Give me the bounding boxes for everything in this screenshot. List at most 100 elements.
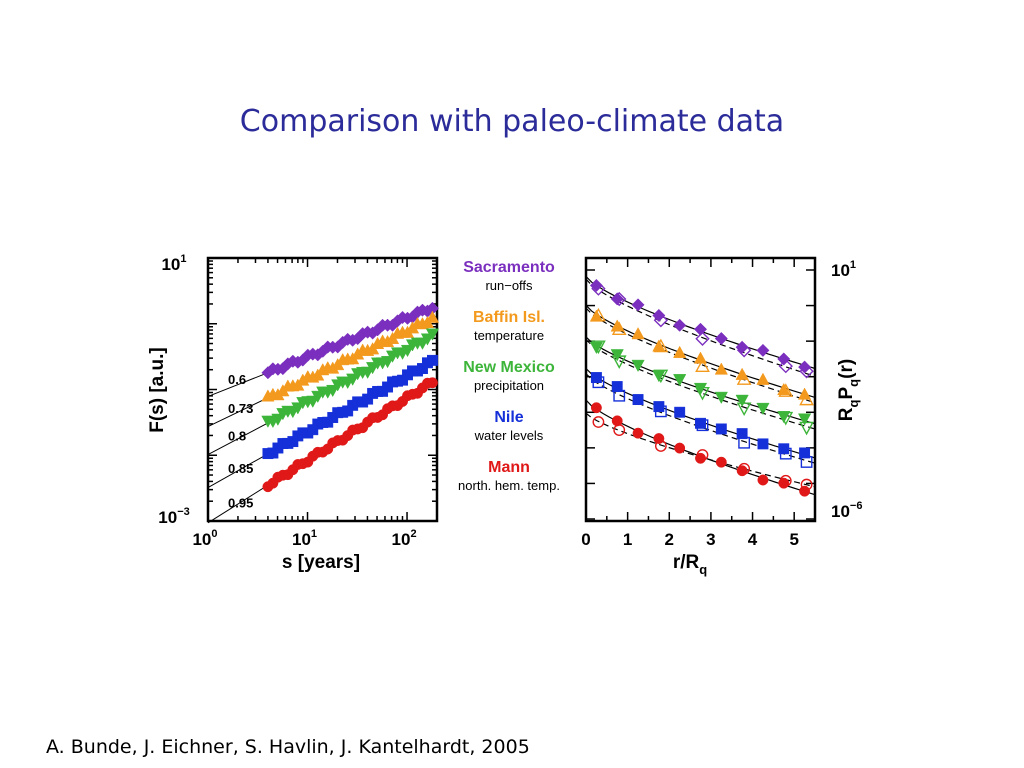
legend: Sacramento run−offs Baffin Isl. temperature… (458, 259, 560, 493)
right-data-point-filled (673, 374, 687, 387)
right-fit-line-dashed (585, 278, 816, 377)
right-data-point-filled (632, 427, 644, 439)
right-data-point-open (592, 416, 605, 428)
left-fit-label: 0.95 (228, 496, 253, 511)
right-data-point-open (778, 358, 793, 374)
legend-entry-subtitle: north. hem. temp. (458, 478, 560, 493)
right-data-point-filled (693, 382, 708, 396)
right-data-point-open (695, 331, 710, 346)
left-axes: 100 101 102 101 10−3 (158, 253, 438, 549)
right-data-point-open (696, 419, 709, 432)
left-fit-labels: 0.6 0.73 0.8 0.85 0.95 (228, 372, 253, 511)
right-data-point-open (695, 386, 710, 401)
right-data-point-open (779, 474, 792, 487)
left-data-point (425, 310, 440, 323)
right-data-point-open (800, 456, 813, 468)
right-data-point-filled (715, 456, 727, 468)
legend-entry-name: Sacramento (463, 259, 555, 276)
right-data-point-open (736, 371, 752, 385)
right-data-point-open (591, 340, 606, 355)
right-data-point-filled (799, 447, 811, 459)
left-x-axis-label: s [years] (282, 552, 360, 573)
left-x-tick-label: 100 (192, 528, 217, 549)
right-data-point-filled (631, 327, 645, 340)
right-data-point-filled (756, 372, 770, 385)
right-data-point-open (653, 338, 669, 353)
legend-entry-subtitle: temperature (474, 328, 544, 343)
right-data-point-filled (611, 415, 623, 427)
left-x-tick-label: 102 (392, 528, 417, 549)
right-data-point-filled (756, 343, 770, 357)
right-data-point-filled (735, 340, 749, 354)
right-plot-frame (584, 256, 817, 523)
right-x-tick-label: 4 (748, 530, 758, 549)
right-data-point-open (611, 321, 627, 336)
right-data-point-filled (735, 394, 749, 407)
right-data-point-open (613, 389, 626, 402)
left-x-tick-label: 101 (292, 528, 317, 549)
right-data-point-filled (632, 394, 644, 406)
right-data-point-open (799, 421, 814, 436)
slide-title: Comparison with paleo-climate data (239, 104, 785, 139)
right-x-tick-label: 0 (581, 530, 590, 549)
right-data-point-open (778, 383, 794, 397)
left-y-tick-label: 101 (161, 253, 186, 274)
right-data-point-open (738, 436, 751, 449)
right-data-point-filled (590, 402, 602, 414)
right-data-point-open (653, 313, 669, 328)
left-fit-label: 0.6 (228, 372, 246, 387)
left-y-tick-label: 10−3 (158, 506, 189, 527)
right-x-tick-label: 1 (623, 530, 632, 549)
right-data-point-filled (631, 359, 645, 373)
right-data-point-open (738, 462, 751, 475)
right-data-point-open (800, 478, 813, 491)
right-data-point-filled (714, 331, 728, 346)
right-fit-line-dashed (585, 339, 816, 430)
right-y-axis-label-text: RqPq(r) (836, 359, 861, 421)
right-y-tick-label: 101 (831, 259, 856, 280)
right-y-tick-label: 10−6 (831, 500, 862, 521)
right-data-point-open (612, 291, 627, 307)
right-data-point-filled (611, 381, 623, 393)
right-data-point-open (799, 364, 814, 379)
legend-entry-subtitle: water levels (474, 428, 544, 443)
right-data-point-open (696, 449, 709, 461)
left-data-point (426, 377, 438, 389)
legend-entry-name: Mann (488, 459, 530, 476)
right-data-point-filled (799, 485, 811, 497)
right-x-axis-label-subscript: q (699, 562, 707, 577)
right-data-point-filled (756, 402, 770, 416)
legend-entry-name: New Mexico (463, 359, 555, 376)
right-data-point-open (654, 405, 667, 418)
left-y-axis-label: F(s) [a.u.] (147, 347, 168, 433)
right-data-point-filled (714, 391, 728, 404)
right-data-point-filled (797, 413, 812, 426)
right-data-point-filled (715, 423, 727, 435)
right-data-point-open (653, 369, 669, 384)
left-panel: 100 101 102 101 10−3 0.6 0.73 0.8 0.85 0.95 s [y… (147, 253, 440, 573)
right-y-axis-label: RqPq(r) (836, 359, 861, 421)
right-axes: 0 1 2 3 4 5 101 10−6 (581, 258, 862, 549)
right-data-point-filled (695, 417, 706, 429)
left-data-point (426, 354, 438, 366)
right-data-point-open (591, 281, 606, 296)
right-data-point-open (736, 402, 752, 417)
right-data-point-filled (673, 345, 687, 358)
right-panel: 0 1 2 3 4 5 101 10−6 r/Rq RqPq(r) (581, 256, 862, 577)
right-data-point-filled (757, 438, 769, 450)
right-data-point-filled (653, 433, 665, 444)
right-data-point-open (654, 440, 667, 452)
legend-entry-subtitle: run−offs (485, 278, 533, 293)
left-fit-label: 0.73 (228, 401, 253, 416)
right-data-points (589, 278, 814, 497)
right-data-point-filled (736, 428, 748, 440)
right-data-point-open (799, 391, 814, 406)
right-x-axis-label: r/Rq (673, 552, 707, 577)
right-data-point-filled (693, 351, 708, 364)
legend-entry-name: Baffin Isl. (473, 309, 545, 326)
right-x-tick-label: 2 (665, 530, 674, 549)
right-data-point-filled (714, 362, 728, 375)
right-data-point-open (695, 358, 710, 373)
right-data-point-open (736, 343, 752, 358)
